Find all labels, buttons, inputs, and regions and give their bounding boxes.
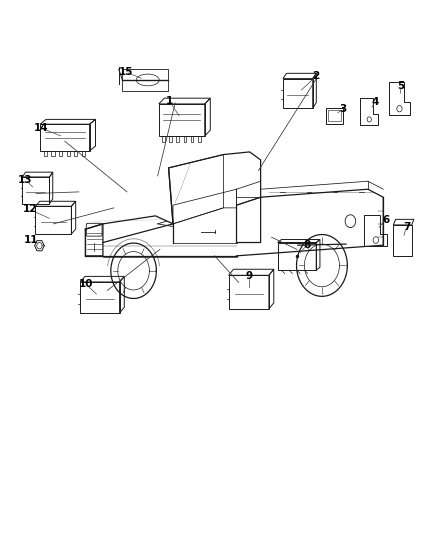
Bar [123, 69, 168, 91]
Bar [177, 136, 179, 142]
Bar [198, 136, 201, 142]
Text: 8: 8 [303, 240, 310, 250]
Text: 9: 9 [245, 271, 252, 281]
Text: 6: 6 [382, 215, 389, 224]
Bar [44, 151, 47, 156]
Bar [184, 136, 187, 142]
Text: 11: 11 [24, 236, 39, 245]
Text: 5: 5 [398, 82, 405, 91]
Text: 12: 12 [22, 205, 37, 214]
Text: 13: 13 [18, 175, 33, 184]
Bar [191, 136, 194, 142]
Text: 14: 14 [33, 123, 48, 133]
Bar [82, 151, 85, 156]
Bar [74, 151, 78, 156]
Bar [162, 136, 165, 142]
Text: 3: 3 [339, 104, 346, 114]
Bar [52, 151, 55, 156]
Text: 4: 4 [371, 98, 378, 107]
Text: 2: 2 [313, 71, 320, 81]
Text: 10: 10 [78, 279, 93, 289]
Bar [170, 136, 172, 142]
Text: 1: 1 [166, 96, 173, 106]
Text: 7: 7 [403, 222, 410, 231]
Text: 15: 15 [118, 67, 133, 77]
Bar [67, 151, 70, 156]
Bar [59, 151, 62, 156]
